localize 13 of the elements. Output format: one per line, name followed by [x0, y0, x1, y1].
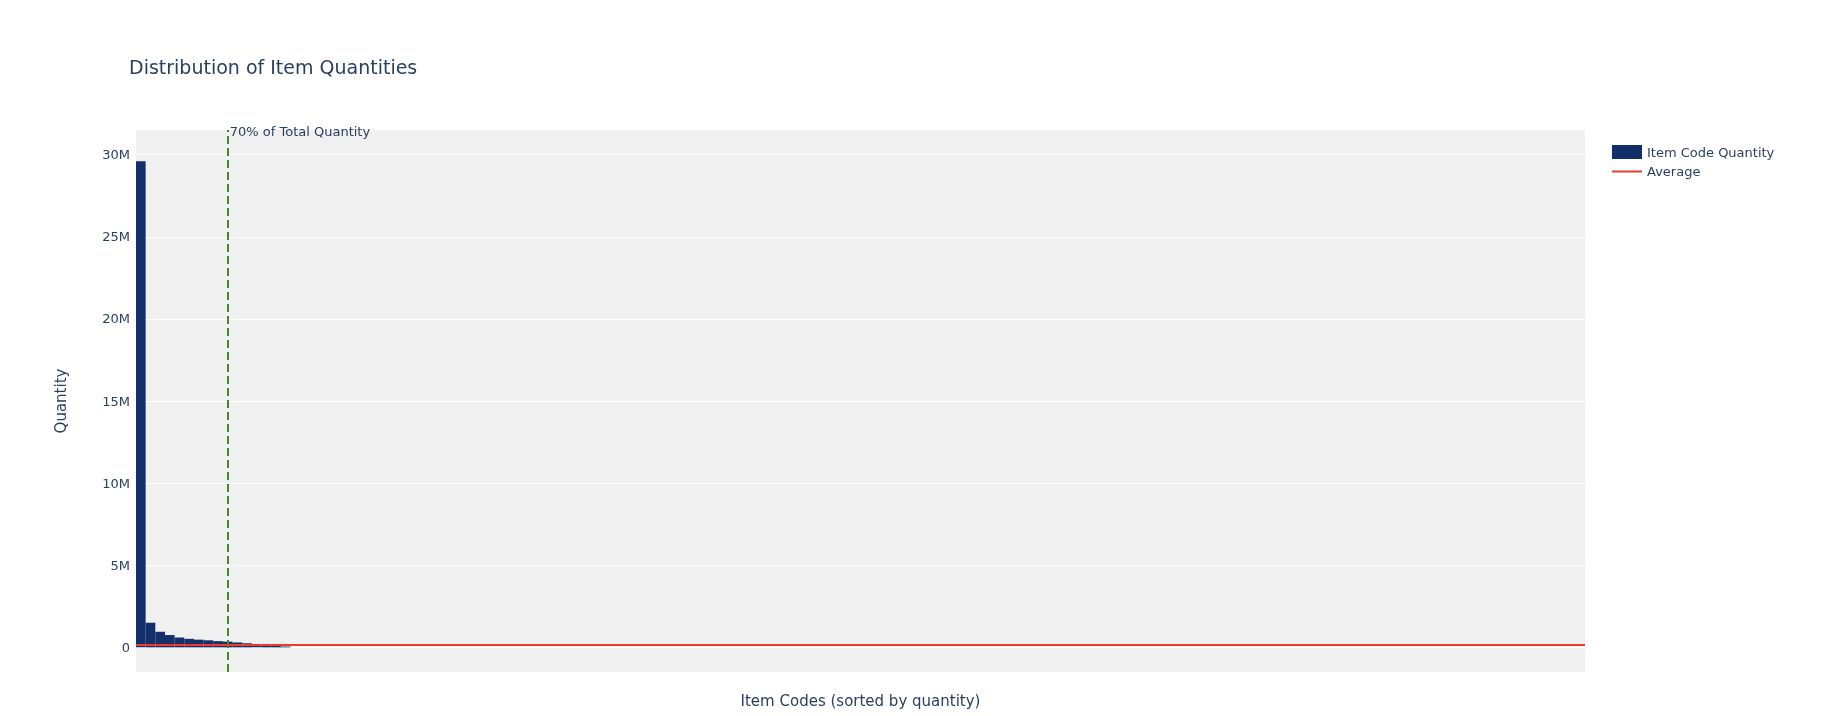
chart-title: Distribution of Item Quantities: [129, 55, 418, 78]
y-tick-label: 10M: [102, 475, 130, 491]
y-tick-label: 5M: [110, 557, 130, 573]
annotation: 70% of Total Quantity: [229, 124, 371, 139]
y-tick-label: 25M: [102, 229, 130, 245]
y-tick-label: 20M: [102, 311, 130, 327]
y-tick-label: 30M: [102, 147, 130, 163]
y-tick-label: 15M: [102, 393, 130, 409]
y-tick-label: 0: [121, 639, 130, 655]
legend-label: Item Code Quantity: [1647, 144, 1775, 160]
x-axis-title: Item Codes (sorted by quantity): [740, 691, 981, 710]
y-axis-title: Quantity: [51, 368, 70, 434]
legend-label: Average: [1647, 164, 1701, 179]
